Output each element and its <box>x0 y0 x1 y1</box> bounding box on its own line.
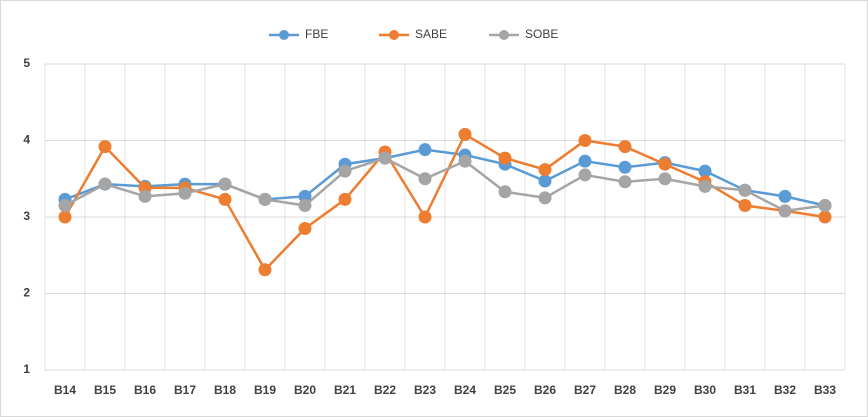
point <box>778 189 792 203</box>
legend-marker <box>389 30 399 40</box>
point <box>58 199 72 213</box>
point <box>738 199 752 213</box>
point <box>178 186 192 200</box>
point <box>298 189 312 203</box>
point <box>98 177 112 191</box>
legend-marker <box>499 30 509 40</box>
point <box>218 192 232 206</box>
x-tick-label: B20 <box>294 383 316 397</box>
x-tick-label: B23 <box>414 383 436 397</box>
point <box>458 154 472 168</box>
series-line <box>64 148 826 207</box>
x-tick-label: B22 <box>374 383 396 397</box>
legend-label: SOBE <box>525 27 558 41</box>
point <box>578 154 592 168</box>
x-tick-label: B19 <box>254 383 276 397</box>
point <box>618 160 632 174</box>
x-tick-label: B25 <box>494 383 516 397</box>
series-line <box>64 156 826 213</box>
point <box>418 172 432 186</box>
x-tick-label: B27 <box>574 383 596 397</box>
point <box>258 192 272 206</box>
point <box>538 191 552 205</box>
point <box>298 221 312 235</box>
y-tick-label: 3 <box>23 209 30 223</box>
point <box>458 127 472 141</box>
y-tick-label: 5 <box>23 56 30 70</box>
point <box>778 204 792 218</box>
point <box>138 189 152 203</box>
point <box>418 210 432 224</box>
legend-label: FBE <box>305 27 328 41</box>
x-tick-label: B32 <box>774 383 796 397</box>
point <box>658 172 672 186</box>
x-tick-label: B30 <box>694 383 716 397</box>
x-tick-label: B18 <box>214 383 236 397</box>
y-tick-label: 4 <box>23 133 30 147</box>
point <box>618 175 632 189</box>
point <box>498 185 512 199</box>
series-line <box>63 132 826 272</box>
point <box>658 157 672 171</box>
point <box>538 163 552 177</box>
x-tick-label: B24 <box>454 383 476 397</box>
y-tick-label: 1 <box>23 362 30 376</box>
x-tick-label: B31 <box>734 383 756 397</box>
legend-label: SABE <box>415 27 447 41</box>
x-tick-label: B33 <box>814 383 836 397</box>
point <box>98 140 112 154</box>
point <box>258 263 272 277</box>
x-tick-label: B26 <box>534 383 556 397</box>
point <box>818 199 832 213</box>
y-tick-label: 2 <box>23 286 30 300</box>
point <box>818 210 832 224</box>
point <box>418 143 432 157</box>
point <box>338 192 352 206</box>
point <box>498 151 512 165</box>
point <box>58 210 72 224</box>
x-tick-label: B16 <box>134 383 156 397</box>
x-tick-label: B14 <box>54 383 76 397</box>
point <box>218 177 232 191</box>
point <box>738 183 752 197</box>
x-tick-label: B17 <box>174 383 196 397</box>
x-tick-label: B28 <box>614 383 636 397</box>
point <box>698 164 712 178</box>
point <box>378 151 392 165</box>
point <box>698 179 712 193</box>
x-tick-label: B29 <box>654 383 676 397</box>
legend-marker <box>279 30 289 40</box>
point <box>298 199 312 213</box>
point <box>578 134 592 147</box>
point <box>578 168 592 182</box>
point <box>538 174 552 188</box>
x-tick-label: B15 <box>94 383 116 397</box>
x-tick-label: B21 <box>334 383 356 397</box>
point <box>618 140 632 154</box>
point <box>338 164 352 178</box>
